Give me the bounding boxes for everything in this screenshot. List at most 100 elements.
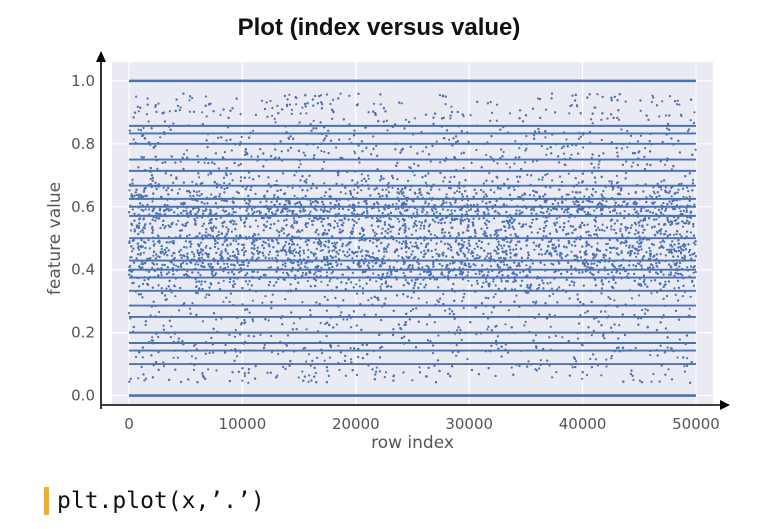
data-point: [365, 216, 368, 219]
data-point: [530, 221, 534, 224]
data-point: [457, 331, 460, 334]
data-point: [638, 224, 641, 227]
data-point: [210, 193, 213, 196]
data-point: [433, 278, 436, 281]
data-point: [463, 292, 466, 296]
data-point: [662, 205, 665, 208]
data-point: [183, 224, 186, 227]
data-point: [633, 313, 636, 317]
data-point: [328, 356, 332, 359]
data-point: [525, 143, 528, 146]
data-point: [312, 241, 316, 244]
data-point: [143, 224, 146, 227]
data-point: [506, 240, 509, 243]
data-point: [335, 146, 338, 149]
data-point: [307, 380, 310, 383]
data-point: [198, 194, 201, 197]
data-point: [291, 235, 294, 238]
data-point: [332, 244, 335, 247]
data-point: [296, 230, 299, 233]
data-point: [332, 98, 335, 101]
data-point: [358, 239, 361, 242]
data-point: [683, 290, 687, 294]
data-point: [298, 250, 301, 253]
data-point: [437, 198, 440, 201]
data-point: [419, 273, 422, 276]
data-point: [198, 190, 201, 193]
data-point: [613, 222, 617, 225]
data-point: [459, 260, 462, 263]
data-point: [516, 204, 519, 207]
data-point: [670, 195, 673, 198]
data-point: [632, 161, 635, 164]
data-point: [634, 268, 638, 271]
data-point: [462, 185, 466, 188]
data-point: [623, 217, 626, 220]
data-point: [306, 266, 309, 269]
data-point: [314, 271, 317, 274]
data-point: [230, 263, 233, 266]
data-point: [190, 355, 194, 358]
data-point: [205, 244, 208, 248]
data-point: [418, 366, 421, 369]
data-point: [326, 284, 329, 287]
data-point: [342, 221, 345, 224]
data-point: [572, 284, 576, 287]
data-point: [297, 376, 300, 379]
data-point: [673, 287, 676, 290]
data-point: [269, 99, 272, 103]
data-point: [331, 242, 334, 245]
data-point: [470, 250, 474, 253]
data-point: [676, 132, 679, 135]
data-point: [274, 256, 277, 259]
data-point: [147, 208, 151, 211]
data-point: [497, 347, 500, 350]
data-point: [132, 330, 135, 333]
data-point: [590, 193, 593, 196]
data-point: [460, 213, 464, 216]
data-point: [189, 194, 192, 197]
data-point: [282, 271, 285, 274]
data-point: [170, 240, 173, 243]
data-point: [432, 275, 435, 278]
data-point: [170, 315, 173, 318]
data-point: [186, 235, 189, 238]
data-point: [185, 149, 188, 152]
data-point: [280, 317, 283, 320]
data-point: [655, 264, 658, 268]
data-point: [467, 251, 470, 254]
data-point: [528, 215, 531, 218]
data-point: [285, 103, 289, 106]
data-point: [620, 128, 623, 131]
data-point: [602, 190, 605, 193]
data-point: [618, 118, 621, 121]
data-point: [475, 333, 478, 336]
data-point: [129, 276, 132, 279]
data-points: [127, 79, 697, 397]
data-point: [519, 349, 522, 352]
data-point: [401, 256, 404, 259]
data-point: [545, 108, 548, 111]
data-point: [422, 278, 425, 281]
data-point: [549, 252, 553, 255]
data-point: [675, 218, 678, 221]
data-point: [194, 357, 197, 360]
data-point: [162, 324, 165, 327]
data-point: [486, 328, 489, 331]
data-point: [305, 328, 308, 331]
data-point: [351, 271, 354, 274]
data-point: [562, 289, 565, 292]
data-point: [252, 320, 255, 323]
data-point: [550, 209, 553, 212]
data-point: [680, 267, 684, 270]
data-point: [490, 255, 493, 258]
data-point: [235, 240, 238, 243]
data-point: [524, 223, 528, 226]
data-point: [257, 233, 260, 236]
data-point: [373, 231, 376, 234]
data-point: [678, 265, 681, 268]
data-point: [158, 310, 161, 314]
data-point: [431, 352, 435, 355]
data-point: [200, 241, 203, 244]
data-point: [436, 132, 439, 135]
